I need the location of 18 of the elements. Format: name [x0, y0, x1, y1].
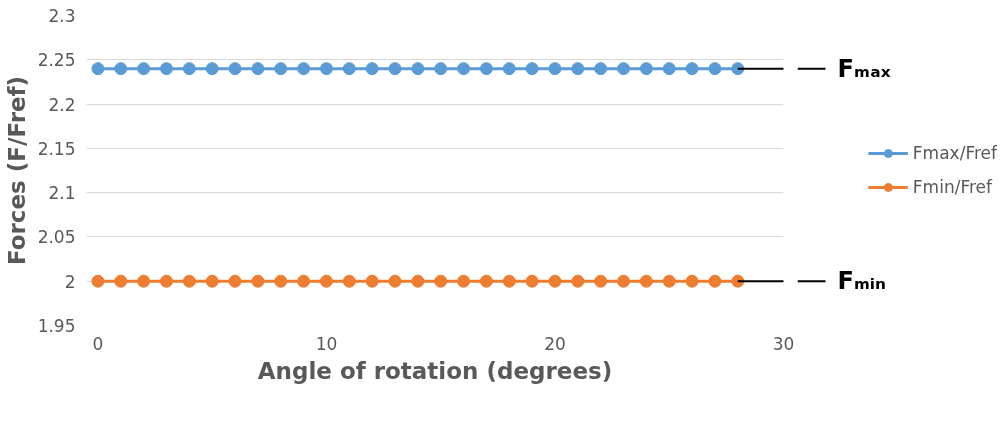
legend-label: Fmax/Fref	[912, 143, 997, 163]
y-tick-label: 2.05	[37, 227, 76, 248]
y-tick-label: 2.15	[37, 138, 76, 159]
x-axis-title: Angle of rotation (degrees)	[257, 357, 613, 384]
y-tick-label: 2.25	[37, 50, 76, 71]
y-tick-label: 2.2	[48, 94, 76, 115]
y-tick-label: 2	[64, 271, 76, 292]
y-tick-label: 2.3	[48, 6, 76, 26]
x-tick-label: 0	[92, 333, 104, 354]
annotation: Fₘᵢₙ	[837, 267, 887, 296]
y-axis-title: Forces (F/Fref)	[3, 75, 30, 266]
annotation: Fₘₐₓ	[837, 54, 891, 83]
legend-label: Fmin/Fref	[912, 177, 993, 197]
y-tick-label: 2.1	[48, 183, 76, 204]
x-tick-label: 20	[544, 333, 566, 354]
y-tick-label: 1.95	[37, 316, 76, 336]
x-tick-label: 10	[315, 333, 338, 354]
x-tick-label: 30	[772, 333, 795, 354]
